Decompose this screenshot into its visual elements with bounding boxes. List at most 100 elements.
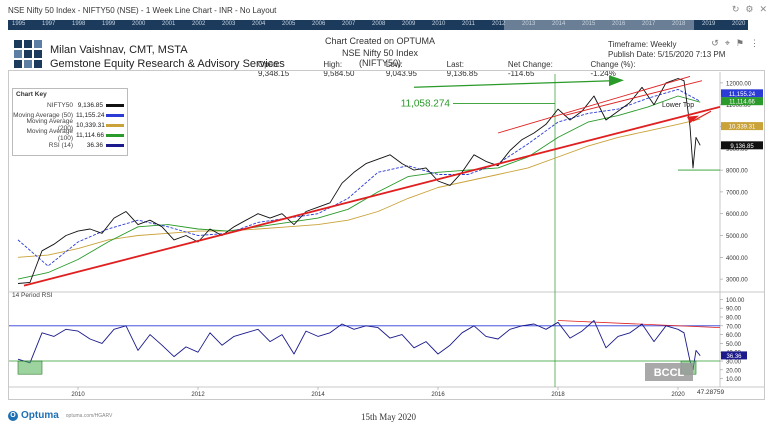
high-value: High: 9,584.50: [323, 60, 355, 78]
x-tick-label: 2016: [431, 392, 445, 398]
undo-icon[interactable]: ↺: [711, 38, 719, 48]
timeline-year[interactable]: 2002: [192, 21, 206, 27]
chart-key-swatch: [106, 143, 124, 147]
window-controls: ↻ ⚙ ✕: [732, 4, 767, 15]
rsi-tick-label: 80.00: [726, 316, 742, 322]
optuma-mark-icon: O: [8, 410, 18, 421]
x-tick-label: 2014: [311, 392, 325, 398]
chart-key-value: 9,136.85: [77, 101, 103, 109]
y-tick-label: 11000.00: [726, 103, 751, 109]
chart-key-name: Moving Average (100): [26, 128, 74, 142]
price-tag: [721, 89, 763, 98]
timeline-year[interactable]: 2011: [462, 21, 475, 27]
price-tag: [721, 97, 763, 106]
timeline-year[interactable]: 1999: [102, 21, 116, 27]
timeline-year[interactable]: 1995: [12, 21, 26, 27]
chart-key-row: NIFTY50 9,136.85: [13, 100, 127, 110]
chart-key-value: 11,114.66: [76, 131, 104, 139]
chart-key-name: Moving Average (200): [26, 118, 74, 132]
chart-key-swatch: [106, 133, 124, 137]
timeline-year[interactable]: 2009: [402, 21, 416, 27]
y-tick-label: 3000.00: [726, 278, 748, 284]
optuma-brand: Optuma: [21, 410, 59, 421]
chart-key-row: Moving Average (100) 11,114.66: [13, 128, 127, 142]
timeline-year[interactable]: 2004: [252, 21, 266, 27]
crosshair-icon[interactable]: ⌖: [724, 38, 730, 48]
price-tag-label: 9,136.85: [730, 144, 754, 150]
refresh-icon[interactable]: ↻: [731, 4, 740, 14]
rsi-tick-label: 50.00: [726, 342, 742, 348]
timeline-year[interactable]: 2007: [342, 21, 356, 27]
chart-title: NSE Nifty 50 Index (NIFTY50): [341, 48, 419, 68]
lower-top-label: Lower Top: [662, 102, 694, 109]
net-change-value: Net Change: -114.65: [507, 60, 553, 78]
y-tick-label: 4000.00: [726, 256, 748, 262]
caption-date: 15th May 2020: [361, 412, 416, 422]
timeline-year[interactable]: 2020: [732, 21, 746, 27]
timeline-year[interactable]: 2015: [582, 21, 596, 27]
timeline-year[interactable]: 2012: [492, 21, 506, 27]
price-tag-label: 11,114.66: [729, 100, 755, 106]
ohlc-bar: Open: 9,348.15 High: 9,584.50 Low: 9,043…: [258, 60, 658, 78]
open-value: Open: 9,348.15: [258, 60, 290, 78]
green-arrow-head: [609, 75, 624, 87]
gemstone-logo: [14, 40, 42, 68]
chart-key-swatch: [106, 123, 124, 127]
x-tick-label: 2018: [551, 392, 565, 398]
rsi-panel-title: 14 Period RSI: [12, 292, 53, 299]
close-icon[interactable]: ✕: [759, 4, 767, 14]
pin-icon[interactable]: ⚑: [735, 38, 744, 48]
timeline-year[interactable]: 2017: [642, 21, 656, 27]
timeline-year[interactable]: 1997: [42, 21, 56, 27]
timeline-year[interactable]: 1998: [72, 21, 86, 27]
y-tick-label: 8000.00: [726, 169, 748, 175]
change-pct-value: Change (%): -1.24%: [590, 60, 636, 78]
timeline-selection[interactable]: [504, 20, 694, 30]
chart-frame: [8, 70, 765, 400]
watermark-box: [645, 363, 693, 381]
rsi-tick-label: 60.00: [726, 333, 742, 339]
ma100-line: [17, 95, 701, 280]
window-title: NSE Nifty 50 Index - NIFTY50 (NSE) - 1 W…: [8, 6, 277, 15]
price-tag-label: 11,155.24: [729, 92, 756, 98]
timeline-year[interactable]: 2000: [132, 21, 146, 27]
timeline-year[interactable]: 2003: [222, 21, 236, 27]
rsi-tick-label: 10.00: [726, 377, 742, 383]
ma200-line: [17, 118, 701, 258]
timeline-year[interactable]: 2005: [282, 21, 296, 27]
settings-icon[interactable]: ⚙: [745, 4, 754, 14]
timeline-year[interactable]: 2008: [372, 21, 386, 27]
chart-key-name: NIFTY50: [46, 101, 73, 109]
chart-key-name: Moving Average (50): [13, 111, 73, 119]
y-tick-label: 6000.00: [726, 212, 748, 218]
x-tick-label: 2010: [71, 392, 85, 398]
timeline-year[interactable]: 2010: [432, 21, 446, 27]
timeline-year[interactable]: 2014: [552, 21, 566, 27]
timeline-year[interactable]: 2001: [162, 21, 176, 27]
timeline-navigator[interactable]: 1995 1997 1998 1999 2000 2001 2002 2003 2004 2005…: [8, 20, 748, 30]
chart-key-swatch: [106, 103, 124, 107]
oversold-box: [17, 360, 43, 375]
chart-key-title: Chart Key: [16, 91, 47, 98]
timeline-year[interactable]: 2006: [312, 21, 326, 27]
rsi-tick-label: 30.00: [726, 360, 742, 366]
more-icon[interactable]: ⋮: [750, 38, 759, 48]
chart-key-row: Moving Average (50) 11,155.24: [13, 110, 127, 120]
x-tick-label: 2012: [191, 392, 205, 398]
watermark-label: BCCL: [654, 367, 685, 379]
x-tick-label: 2020: [671, 392, 685, 398]
timeline-year[interactable]: 2016: [612, 21, 626, 27]
lower-channel-line: [563, 80, 703, 117]
rsi-line: [17, 320, 701, 371]
rsi-tick-label: 20.00: [726, 368, 742, 374]
created-on: Chart Created on OPTUMA: [324, 36, 436, 46]
timeline-year[interactable]: 2013: [522, 21, 536, 27]
timeline-year[interactable]: 2018: [672, 21, 686, 27]
timeline-year[interactable]: 2019: [702, 21, 716, 27]
price-tag-label: 10,339.31: [729, 125, 756, 131]
low-value: Low: 9,043.95: [385, 60, 417, 78]
rsi-downtrend: [557, 320, 721, 328]
firm-name: Gemstone Equity Research & Advisory Serv…: [50, 58, 285, 70]
support-trendline: [23, 106, 721, 287]
